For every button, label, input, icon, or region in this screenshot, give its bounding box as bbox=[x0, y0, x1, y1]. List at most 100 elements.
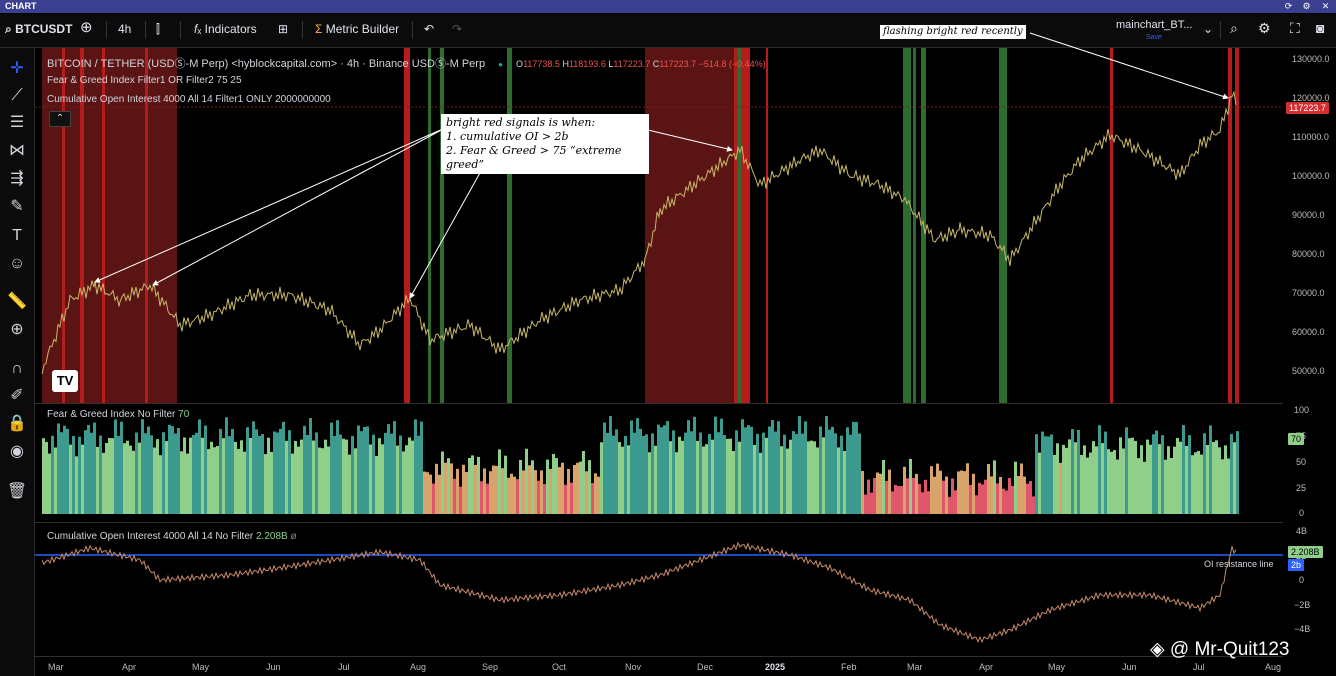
fear-greed-bar bbox=[603, 422, 606, 514]
trash-icon[interactable]: 🗑 bbox=[6, 483, 28, 500]
fear-greed-bar bbox=[1068, 439, 1071, 514]
fear-greed-bar bbox=[171, 426, 174, 514]
fear-greed-bar bbox=[207, 449, 210, 514]
signal-band bbox=[738, 48, 741, 403]
fear-greed-bar bbox=[1119, 437, 1122, 514]
fear-greed-bar bbox=[264, 454, 267, 514]
pane-divider[interactable] bbox=[35, 403, 1283, 404]
fear-greed-bar bbox=[399, 435, 402, 514]
fear-greed-bar bbox=[1053, 455, 1056, 514]
fear-greed-bar bbox=[345, 439, 348, 514]
fear-greed-bar bbox=[456, 468, 459, 514]
fear-greed-bar bbox=[1149, 444, 1152, 514]
fear-greed-bar bbox=[156, 439, 159, 514]
fear-greed-bar bbox=[135, 432, 138, 514]
quick-search-icon[interactable]: ⌕ bbox=[1230, 20, 1238, 36]
camera-icon[interactable]: ◙ bbox=[1316, 20, 1325, 36]
text-icon[interactable]: T bbox=[12, 227, 22, 244]
fear-greed-bar bbox=[1086, 457, 1089, 514]
symbol-search[interactable]: ⌕ BTCUSDT bbox=[5, 22, 73, 36]
fear-greed-bar bbox=[321, 448, 324, 514]
magnet-icon[interactable]: ∩ bbox=[11, 360, 23, 377]
emoji-icon[interactable]: ☺ bbox=[8, 255, 26, 272]
fear-greed-bar bbox=[981, 484, 984, 514]
fear-greed-bar bbox=[972, 473, 975, 514]
fear-greed-bar bbox=[711, 439, 714, 514]
chevron-down-icon[interactable]: ⌄ bbox=[1203, 22, 1214, 36]
eye-icon[interactable]: ◉ bbox=[10, 443, 24, 460]
fear-greed-bar bbox=[1206, 445, 1209, 514]
watermark: ◈ @ Mr-Quit123 bbox=[1150, 639, 1290, 660]
fear-greed-bar bbox=[780, 446, 783, 514]
compare-symbol-button[interactable]: ⊕ bbox=[80, 19, 93, 36]
fear-greed-bar bbox=[843, 450, 846, 514]
settings-icon[interactable]: ⚙ bbox=[1302, 1, 1311, 11]
ruler-icon[interactable]: 📏 bbox=[7, 293, 27, 310]
fear-greed-bar bbox=[201, 437, 204, 514]
prediction-icon[interactable]: ⇶ bbox=[10, 170, 24, 187]
close-icon[interactable]: ✕ bbox=[1321, 1, 1330, 11]
pattern-icon[interactable]: ⋈ bbox=[9, 142, 25, 159]
pane-divider[interactable] bbox=[35, 522, 1283, 523]
fear-greed-bar bbox=[924, 479, 927, 514]
fear-greed-bar bbox=[519, 460, 522, 514]
fullscreen-icon[interactable]: ⛶ bbox=[1290, 20, 1300, 36]
redo-icon[interactable]: ↷ bbox=[452, 22, 463, 36]
layout-name[interactable]: mainchart_BT... bbox=[1116, 19, 1193, 31]
indicators-button[interactable]: fₓ Indicators bbox=[194, 22, 257, 36]
fear-greed-bar bbox=[1059, 462, 1062, 514]
fear-greed-bar bbox=[420, 421, 423, 514]
gear-icon[interactable]: ⚙ bbox=[1258, 20, 1271, 36]
fear-greed-bar bbox=[1098, 425, 1101, 514]
fear-greed-bar bbox=[63, 425, 66, 514]
fear-greed-bar bbox=[549, 468, 552, 514]
undo-icon[interactable]: ↶ bbox=[424, 22, 435, 36]
fear-greed-bar bbox=[606, 433, 609, 514]
fear-greed-bar bbox=[1215, 440, 1218, 514]
fear-greed-bar bbox=[372, 434, 375, 514]
fear-greed-bar bbox=[126, 440, 129, 514]
fear-greed-bar bbox=[351, 436, 354, 514]
oi-axis[interactable]: 4B 2B 0 −2B −4B 2.208B 2b bbox=[1284, 522, 1336, 656]
top-toolbar: ⌕ BTCUSDT ⊕ 4h ⫿ fₓ Indicators ⊞ Σ Metri… bbox=[0, 14, 1336, 48]
brush-icon[interactable]: ✎ bbox=[10, 198, 24, 215]
fear-greed-bar bbox=[375, 456, 378, 514]
metric-builder-button[interactable]: Σ Metric Builder bbox=[315, 22, 400, 36]
fear-greed-bar bbox=[750, 426, 753, 514]
fear-greed-bar bbox=[777, 421, 780, 514]
fear-greed-bar bbox=[969, 484, 972, 514]
fib-icon[interactable]: ☰ bbox=[9, 114, 25, 131]
fear-greed-bar bbox=[1026, 483, 1029, 514]
refresh-icon[interactable]: ⟳ bbox=[1284, 1, 1293, 11]
fear-greed-bar bbox=[1164, 459, 1167, 514]
zoom-in-icon[interactable]: ⊕ bbox=[10, 321, 24, 338]
fear-greed-bar bbox=[690, 431, 693, 514]
oi-legend: Cumulative Open Interest 4000 All 14 No … bbox=[47, 531, 297, 542]
lock-drawing-icon[interactable]: ✐ bbox=[10, 387, 24, 404]
fear-greed-bar bbox=[348, 454, 351, 514]
templates-icon[interactable]: ⊞ bbox=[278, 22, 289, 36]
fear-greed-bar bbox=[1041, 431, 1044, 514]
fear-greed-bar bbox=[105, 443, 108, 514]
sigma-icon: Σ bbox=[315, 22, 323, 36]
fear-greed-bar bbox=[186, 453, 189, 514]
fear-greed-bar bbox=[873, 478, 876, 514]
price-axis[interactable]: 130000.0 120000.0 110000.0 100000.0 9000… bbox=[1284, 48, 1336, 403]
fear-greed-bar bbox=[54, 447, 57, 514]
collapse-legend-button[interactable]: ⌃ bbox=[49, 111, 71, 127]
lock-icon[interactable]: 🔒 bbox=[7, 415, 27, 432]
fear-greed-bar bbox=[729, 438, 732, 514]
fear-greed-bar bbox=[579, 461, 582, 514]
signal-band bbox=[766, 48, 768, 403]
trendline-icon[interactable]: ⟋ bbox=[11, 87, 23, 104]
fear-greed-bar bbox=[222, 438, 225, 514]
candles-icon[interactable]: ⫿ bbox=[156, 22, 160, 36]
fear-greed-bar bbox=[72, 436, 75, 514]
fear-greed-bar bbox=[1218, 447, 1221, 514]
fear-greed-bar bbox=[144, 433, 147, 514]
fear-greed-axis[interactable]: 100 75 50 25 0 70 bbox=[1284, 403, 1336, 521]
fear-greed-bar bbox=[267, 437, 270, 514]
crosshair-icon[interactable]: ✛ bbox=[10, 60, 24, 77]
interval-button[interactable]: 4h bbox=[118, 22, 132, 36]
